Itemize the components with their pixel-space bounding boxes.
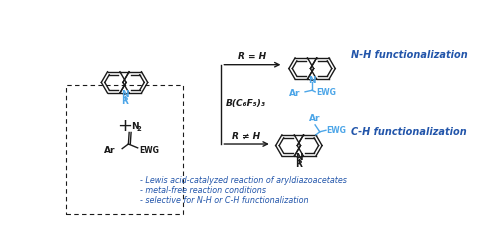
Text: B(C₆F₅)₃: B(C₆F₅)₃	[226, 99, 266, 108]
Text: R = H: R = H	[238, 52, 266, 61]
Text: R ≠ H: R ≠ H	[232, 131, 260, 140]
Text: N: N	[308, 76, 316, 85]
Text: Ar: Ar	[289, 89, 300, 98]
Text: - metal-free reaction conditions: - metal-free reaction conditions	[140, 186, 266, 195]
Text: EWG: EWG	[316, 88, 336, 97]
Text: N: N	[132, 122, 139, 131]
Text: +: +	[117, 117, 132, 135]
Text: 2: 2	[136, 126, 141, 132]
Text: R: R	[121, 97, 128, 106]
Text: Ar: Ar	[104, 146, 115, 155]
Text: N: N	[295, 153, 302, 162]
Text: C-H functionalization: C-H functionalization	[351, 127, 467, 137]
Text: N-H functionalization: N-H functionalization	[351, 51, 468, 61]
Text: EWG: EWG	[139, 146, 159, 155]
Text: - Lewis acid-catalyzed reaction of aryldiazoacetates: - Lewis acid-catalyzed reaction of aryld…	[140, 176, 347, 185]
Bar	[66, 85, 184, 214]
Text: - selective for N-H or C-H functionalization: - selective for N-H or C-H functionaliza…	[140, 196, 308, 205]
Text: R: R	[296, 161, 302, 169]
Text: Ar: Ar	[310, 113, 321, 122]
Text: N: N	[120, 90, 128, 99]
Text: EWG: EWG	[326, 126, 346, 135]
